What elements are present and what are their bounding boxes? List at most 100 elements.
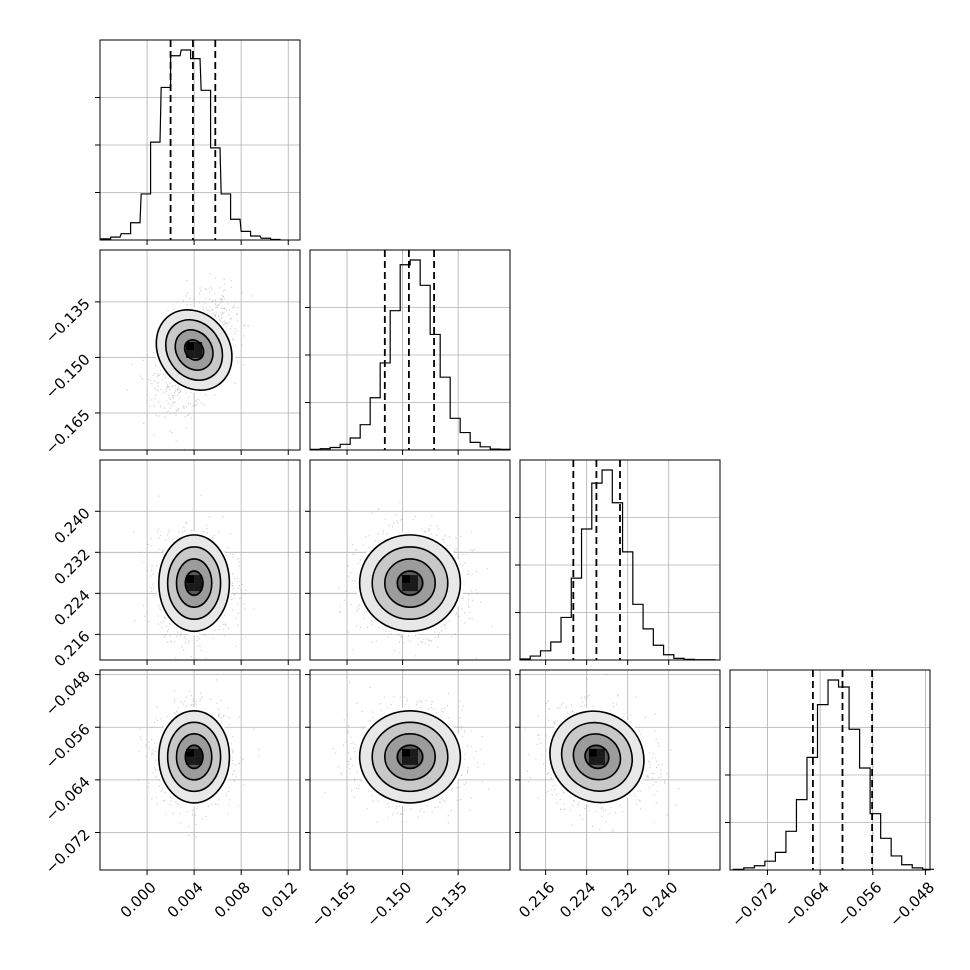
hist-panel-0 [95,39,301,245]
y-tick-label: −0.056 [42,720,94,772]
x-tick-label: −0.150 [363,878,415,930]
contour-line [396,744,424,770]
panel-frame [309,669,511,871]
contour-line [396,570,424,596]
y-tick-label: −0.048 [42,668,94,720]
panel-frame [99,249,301,451]
y-tick-label: −0.150 [42,350,94,402]
panel-content [100,670,300,870]
density-core [410,756,418,765]
contour-line [371,721,449,793]
density-core [186,575,195,584]
contour-line [358,709,462,804]
density-core [410,575,418,584]
x-tick-label: 0.008 [211,878,254,921]
panel-content [100,250,300,450]
contour-line [158,534,231,633]
panel-frame [99,39,301,241]
hist-panel-3 [725,669,934,875]
contour-line [371,546,449,621]
density-core [402,748,410,757]
panel-content [310,670,510,870]
y-tick-label: −0.165 [42,406,94,458]
y-tick-label: −0.135 [42,295,94,347]
y-tick-label: 0.224 [51,586,94,629]
density-core [402,575,410,584]
density-core [194,748,203,757]
density-core [194,342,203,350]
y-tick-label: 0.232 [51,545,94,588]
contour-line [183,339,205,361]
contour-line [155,308,233,392]
scatter-panel-2-0 [95,459,301,665]
x-tick-label: 0.012 [258,878,301,921]
contour-line [174,329,214,371]
hist-panel-2 [515,459,721,665]
density-core [402,756,410,765]
panel-frame [729,669,931,871]
contour-line [560,721,633,792]
panel-frame [519,459,721,661]
x-tick-label: −0.056 [834,878,886,930]
contour-line [384,733,436,781]
scatter-panel-3-0 [95,669,301,875]
x-tick-label: 0.000 [117,878,160,921]
scatter-points [126,273,253,450]
contour-line [158,709,231,804]
x-tick-label: 0.240 [638,878,681,921]
density-core [596,756,605,765]
hist-panel-1 [305,249,511,455]
density-core [410,748,418,757]
density-core [194,583,203,592]
panel-content [310,460,510,660]
contour-line [184,744,204,770]
density-core [186,756,195,765]
panel-frame [519,669,721,871]
density-core [588,748,597,757]
panel-frame [309,249,511,451]
x-tick-label: −0.064 [781,878,833,930]
contour-line [184,570,204,596]
contour-line [358,534,462,633]
y-tick-label: −0.072 [42,825,94,877]
contour-line [175,733,213,781]
panel-content [520,670,720,870]
y-tick-label: −0.064 [42,773,94,825]
x-tick-label: 0.224 [556,878,599,921]
contour-line [584,744,610,770]
contour-line [175,558,213,608]
density-core [186,342,195,350]
density-core [186,583,195,592]
y-tick-label: 0.216 [51,627,94,670]
x-tick-label: 0.232 [597,878,640,921]
scatter-panel-2-1 [305,459,511,665]
density-core [186,748,195,757]
scatter-panel-3-2 [515,669,721,875]
x-tick-label: 0.216 [515,878,558,921]
density-core [402,583,410,592]
panel-frame [99,669,301,871]
density-core [410,583,418,592]
x-tick-label: 0.004 [164,878,207,921]
contour-line [549,710,645,804]
y-tick-label: 0.240 [51,504,94,547]
density-core [194,350,203,358]
density-core [588,756,597,765]
contour-line [384,558,436,608]
x-tick-label: −0.048 [886,878,938,930]
panel-content [100,460,300,660]
contour-line [164,319,224,381]
contour-line [166,546,222,621]
histogram-step-line [519,469,716,661]
panel-frame [309,459,511,661]
scatter-panel-3-1 [305,669,511,875]
scatter-panel-1-0 [95,249,301,455]
histogram-step-line [309,259,511,450]
histogram-step-line [100,49,281,241]
density-core [194,756,203,765]
density-core [596,748,605,757]
contour-line [166,721,222,793]
histogram-step-line [732,679,934,870]
panel-frame [99,459,301,661]
